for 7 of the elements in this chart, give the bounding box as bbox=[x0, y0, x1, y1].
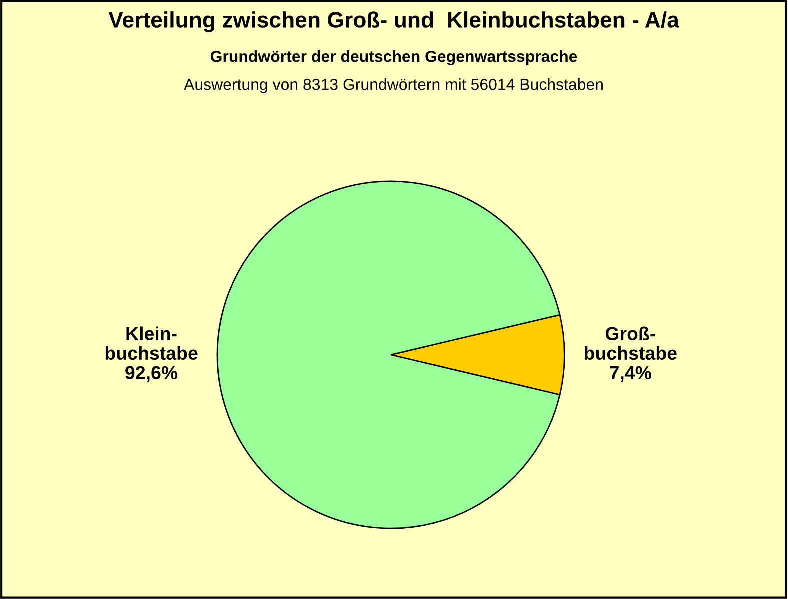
text: Auswertung von 8313 Grundwörtern mit 56014 Buchstaben bbox=[184, 78, 603, 94]
chart-subtitle: Grundwörter der deutschen Gegenwartssprache bbox=[210, 50, 578, 66]
slice-label: Groß- buchstabe bbox=[584, 326, 677, 360]
data-label: 92,6% bbox=[126, 366, 178, 382]
data-label: 7,4% bbox=[610, 366, 652, 382]
slice-label: Klein- buchstabe bbox=[106, 326, 198, 360]
chart-title: Verteilung zwischen Groß- und Kleinbuchstaben - A/a bbox=[108, 12, 680, 32]
